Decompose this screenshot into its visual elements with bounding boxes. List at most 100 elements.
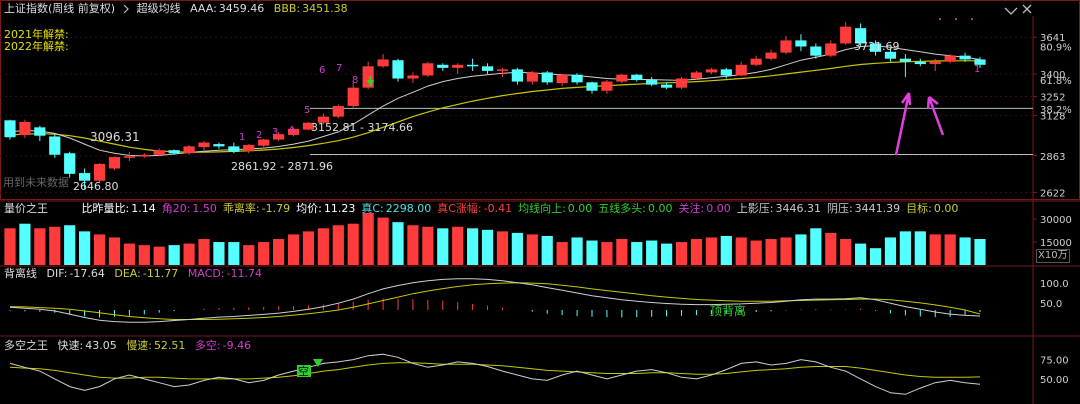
volume-bar xyxy=(586,240,598,265)
candles xyxy=(4,22,986,189)
y-percent-label: 80.9% xyxy=(1040,43,1072,54)
volume-bar xyxy=(4,228,16,265)
candle-body xyxy=(825,43,837,56)
candle-body xyxy=(138,154,150,157)
high-annotation: 3731.69 xyxy=(854,40,900,53)
volume-bar xyxy=(377,217,389,265)
volume-bar xyxy=(855,243,867,265)
candle-body xyxy=(467,64,479,67)
kdj-series: 75.00 50.00 xyxy=(9,353,1069,395)
kdj-title[interactable]: 多空之王 xyxy=(4,339,48,352)
candle-body xyxy=(511,69,523,82)
close-icon[interactable] xyxy=(1022,4,1032,14)
volume-unit: X10万 xyxy=(1036,249,1070,263)
volume-bar xyxy=(273,239,285,265)
volume-indicator-list: 比昨量比: 1.14 角20: 1.50 乖离率: -1.79 均价: 11.23 真C: 229… xyxy=(82,202,965,215)
y-tick-label: 75.00 xyxy=(1040,356,1069,367)
bbb-value: 3451.38 xyxy=(302,2,348,15)
slow-label: 慢速: xyxy=(126,339,152,352)
y-percent-label: 61.8% xyxy=(1040,76,1072,87)
volume-bar xyxy=(795,234,807,265)
macd-header: 背离线 DIF: -17.64 DEA: -11.77 MACD: -11.74 xyxy=(4,266,268,282)
candle-body xyxy=(661,84,673,88)
volume-bar xyxy=(452,226,464,265)
volume-bar xyxy=(840,239,852,265)
count-label: 7 xyxy=(336,63,342,74)
volume-bar xyxy=(601,242,613,265)
signal-box xyxy=(297,365,311,377)
count-label: 3 xyxy=(272,127,278,138)
candle-body xyxy=(79,173,91,181)
candle-body xyxy=(869,43,882,52)
volume-indicator-value: 0.00 xyxy=(933,202,959,215)
volume-bar xyxy=(138,245,150,265)
volume-bar xyxy=(213,242,225,265)
candle-body xyxy=(631,74,643,81)
candle-body xyxy=(884,51,897,59)
y-tick-label: 50.00 xyxy=(1040,375,1069,386)
y-tick-label: 3128 xyxy=(1040,111,1065,122)
volume-bar xyxy=(690,239,703,265)
fast-value: 43.05 xyxy=(85,339,117,352)
candle-body xyxy=(287,128,300,135)
dea-value: -11.77 xyxy=(142,267,179,280)
volume-bars xyxy=(4,213,986,265)
count-label: 1 xyxy=(974,64,980,75)
indicator-name[interactable]: 超级均线 xyxy=(136,2,181,15)
volume-indicator-label: 角20: xyxy=(161,202,191,215)
volume-bar xyxy=(302,231,315,265)
candle-body xyxy=(616,74,628,82)
candle-body xyxy=(586,82,598,91)
volume-bar xyxy=(437,228,449,265)
volume-bar xyxy=(541,235,553,265)
candle-body xyxy=(183,146,195,154)
volume-bar xyxy=(616,239,628,265)
range-annotation-lower: 2861.92 - 2871.96 xyxy=(231,160,333,173)
volume-bar xyxy=(79,231,91,265)
ma-white-line xyxy=(9,45,981,157)
magenta-arrow-icon xyxy=(926,96,945,136)
volume-y-axis: 30000 15000 xyxy=(1033,215,1072,249)
note-2022: 2022年解禁: xyxy=(4,40,69,53)
kong-signal: 空 xyxy=(298,364,309,378)
candle-body xyxy=(795,40,807,47)
volume-indicator-value: 11.23 xyxy=(323,202,356,215)
volume-bar xyxy=(467,228,479,265)
future-data-watermark: 用到未来数据 xyxy=(3,175,69,189)
volume-bar xyxy=(720,235,732,265)
volume-indicator-value: 0.00 xyxy=(648,202,673,215)
range-annotation-upper: 3152.81 - 3174.66 xyxy=(311,121,413,134)
candle-body xyxy=(720,69,732,76)
aaa-label: AAA: xyxy=(190,2,217,15)
candle-body xyxy=(64,153,76,174)
volume-bar xyxy=(765,239,777,265)
note-2021: 2021年解禁: xyxy=(4,28,69,41)
candle-body xyxy=(332,105,344,117)
candle-body xyxy=(347,87,359,106)
main-annotations: 3731.69 3096.31 3152.81 - 3174.66 2861.9… xyxy=(3,40,900,193)
candle-body xyxy=(34,127,46,136)
volume-indicator-label: 目标: xyxy=(906,202,932,215)
index-title[interactable]: 上证指数(周线 前复权) xyxy=(4,2,116,15)
volume-title[interactable]: 量价之王 xyxy=(4,202,48,215)
volume-bar xyxy=(317,228,329,265)
window-controls[interactable] xyxy=(123,4,1032,15)
candle-body xyxy=(646,80,658,85)
volume-bar xyxy=(974,239,986,265)
y-percent-label: 38.2% xyxy=(1040,105,1072,116)
count-label: 5 xyxy=(304,105,310,116)
candle-body xyxy=(108,157,121,169)
candle-body xyxy=(855,28,867,44)
down-arrow-icon xyxy=(367,80,374,87)
volume-bar xyxy=(392,222,404,265)
chevron-right-icon[interactable] xyxy=(123,4,129,14)
collapse-icon[interactable] xyxy=(1004,7,1018,15)
main-grid xyxy=(0,36,1033,194)
macd-title[interactable]: 背离线 xyxy=(4,267,37,280)
candle-body xyxy=(750,58,762,65)
candle-body xyxy=(765,52,777,59)
volume-bar xyxy=(780,237,792,265)
dif-value: -17.64 xyxy=(69,267,105,280)
